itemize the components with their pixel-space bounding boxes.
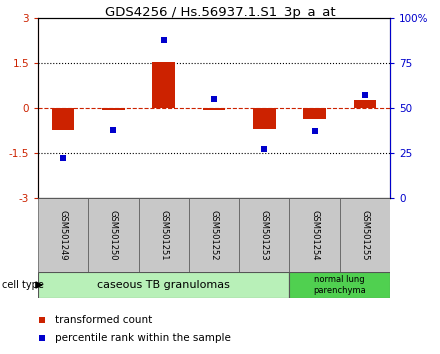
Text: GSM501252: GSM501252	[209, 210, 219, 260]
Bar	[340, 198, 390, 272]
Text: transformed count: transformed count	[55, 315, 152, 325]
Bar	[239, 198, 290, 272]
Text: GSM501253: GSM501253	[260, 210, 269, 260]
Text: GDS4256 / Hs.56937.1.S1_3p_a_at: GDS4256 / Hs.56937.1.S1_3p_a_at	[105, 6, 335, 19]
Text: GSM501250: GSM501250	[109, 210, 118, 260]
Bar	[290, 198, 340, 272]
Bar	[303, 108, 326, 119]
Bar	[102, 108, 125, 109]
Text: GSM501254: GSM501254	[310, 210, 319, 260]
Bar	[52, 108, 74, 130]
Text: percentile rank within the sample: percentile rank within the sample	[55, 333, 231, 343]
Bar	[354, 99, 376, 108]
Text: GSM501249: GSM501249	[59, 210, 68, 260]
Bar	[38, 272, 290, 298]
Text: GSM501251: GSM501251	[159, 210, 168, 260]
Bar	[253, 108, 275, 129]
Bar	[38, 198, 88, 272]
Text: caseous TB granulomas: caseous TB granulomas	[97, 280, 230, 290]
Text: cell type: cell type	[2, 280, 44, 290]
Bar	[152, 62, 175, 108]
Bar	[203, 108, 225, 109]
Text: normal lung
parenchyma: normal lung parenchyma	[313, 275, 366, 295]
Bar	[189, 198, 239, 272]
Text: GSM501255: GSM501255	[360, 210, 369, 260]
Bar	[290, 272, 390, 298]
Bar	[88, 198, 139, 272]
Bar	[139, 198, 189, 272]
